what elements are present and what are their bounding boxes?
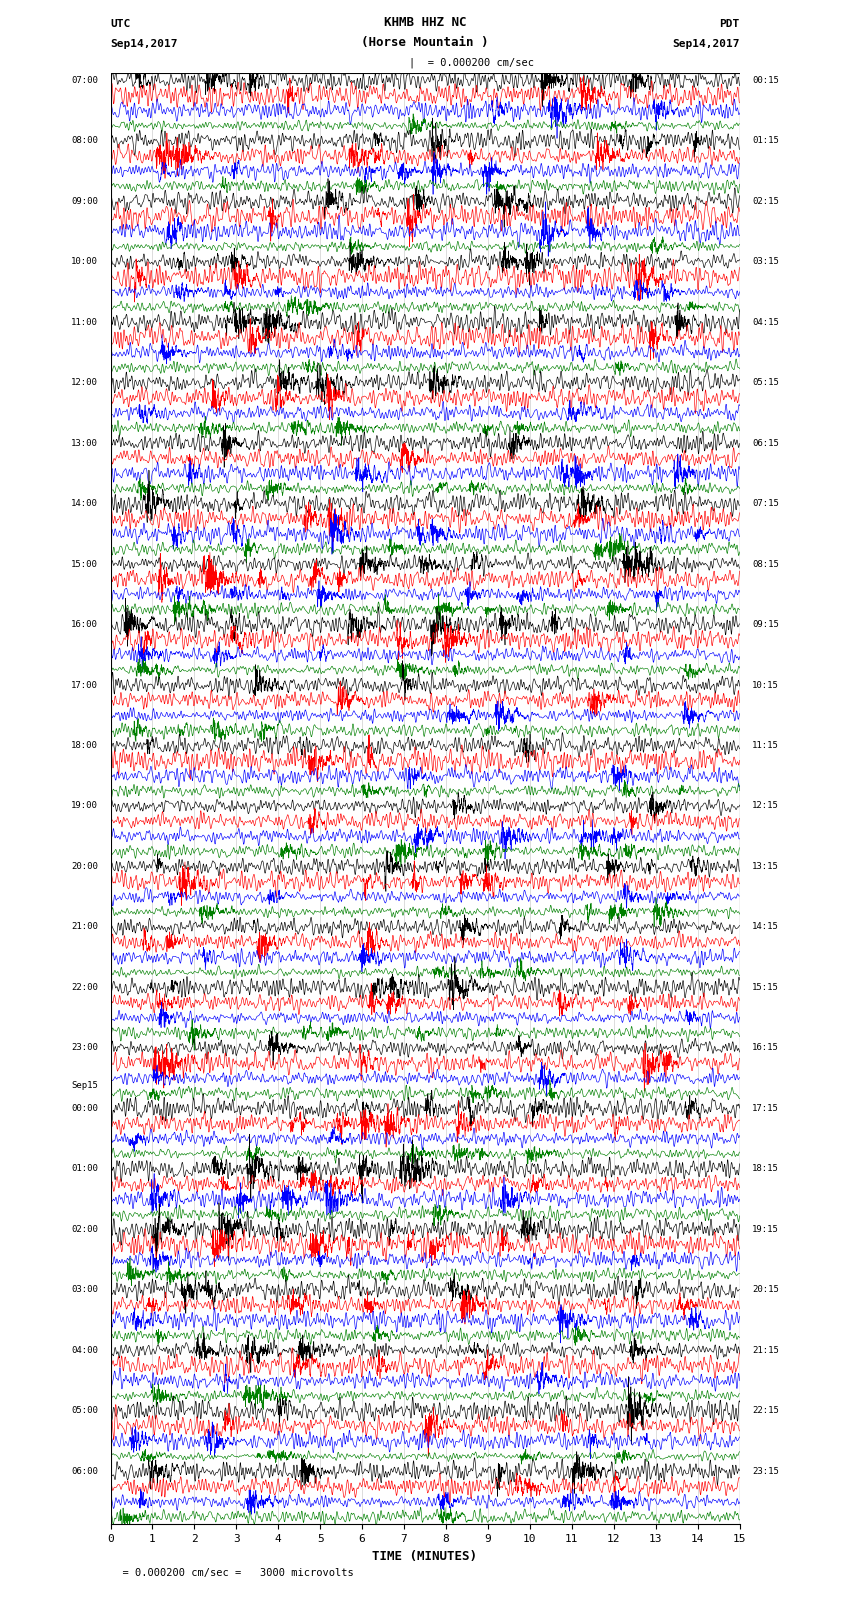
Text: 18:00: 18:00 [71,740,98,750]
Text: 08:00: 08:00 [71,135,98,145]
Text: 14:15: 14:15 [752,923,779,931]
Text: 13:00: 13:00 [71,439,98,447]
Text: 05:15: 05:15 [752,377,779,387]
Text: Sep14,2017: Sep14,2017 [110,39,178,50]
Text: 05:00: 05:00 [71,1407,98,1415]
Text: 17:15: 17:15 [752,1103,779,1113]
Text: 04:00: 04:00 [71,1345,98,1355]
Text: |  = 0.000200 cm/sec: | = 0.000200 cm/sec [409,58,535,68]
Text: 11:15: 11:15 [752,740,779,750]
Text: 00:00: 00:00 [71,1103,98,1113]
Text: 21:15: 21:15 [752,1345,779,1355]
Text: Sep15: Sep15 [71,1081,98,1090]
Text: 06:00: 06:00 [71,1466,98,1476]
Text: 11:00: 11:00 [71,318,98,326]
Text: 17:00: 17:00 [71,681,98,689]
Text: Sep14,2017: Sep14,2017 [672,39,740,50]
Text: 01:00: 01:00 [71,1165,98,1173]
Text: UTC: UTC [110,19,131,29]
Text: 00:15: 00:15 [752,76,779,84]
Text: 16:00: 16:00 [71,619,98,629]
Text: 07:15: 07:15 [752,498,779,508]
Text: 18:15: 18:15 [752,1165,779,1173]
Text: = 0.000200 cm/sec =   3000 microvolts: = 0.000200 cm/sec = 3000 microvolts [110,1568,354,1578]
Text: 20:00: 20:00 [71,861,98,871]
Text: 15:00: 15:00 [71,560,98,568]
Text: 22:15: 22:15 [752,1407,779,1415]
Text: 02:00: 02:00 [71,1224,98,1234]
Text: 09:00: 09:00 [71,197,98,205]
Text: 06:15: 06:15 [752,439,779,447]
Text: 03:15: 03:15 [752,256,779,266]
Text: 19:15: 19:15 [752,1224,779,1234]
Text: 16:15: 16:15 [752,1044,779,1052]
Text: PDT: PDT [719,19,740,29]
Text: (Horse Mountain ): (Horse Mountain ) [361,37,489,50]
Text: 20:15: 20:15 [752,1286,779,1294]
X-axis label: TIME (MINUTES): TIME (MINUTES) [372,1550,478,1563]
Text: 07:00: 07:00 [71,76,98,84]
Text: 12:15: 12:15 [752,802,779,810]
Text: 08:15: 08:15 [752,560,779,568]
Text: 14:00: 14:00 [71,498,98,508]
Text: 12:00: 12:00 [71,377,98,387]
Text: 23:15: 23:15 [752,1466,779,1476]
Text: 15:15: 15:15 [752,982,779,992]
Text: 19:00: 19:00 [71,802,98,810]
Text: 23:00: 23:00 [71,1044,98,1052]
Text: 01:15: 01:15 [752,135,779,145]
Text: 02:15: 02:15 [752,197,779,205]
Text: 22:00: 22:00 [71,982,98,992]
Text: 13:15: 13:15 [752,861,779,871]
Text: 09:15: 09:15 [752,619,779,629]
Text: KHMB HHZ NC: KHMB HHZ NC [383,16,467,29]
Text: 10:15: 10:15 [752,681,779,689]
Text: 10:00: 10:00 [71,256,98,266]
Text: 04:15: 04:15 [752,318,779,326]
Text: 21:00: 21:00 [71,923,98,931]
Text: 03:00: 03:00 [71,1286,98,1294]
